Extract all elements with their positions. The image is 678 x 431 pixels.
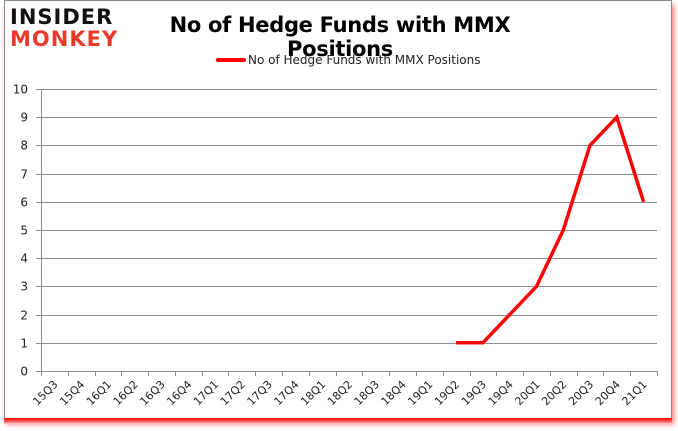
x-tick-label: 16Q3: [137, 378, 167, 408]
y-tick-label: 0: [20, 365, 28, 379]
x-tick-label: 17Q4: [271, 378, 301, 408]
x-axis: 15Q315Q416Q116Q216Q316Q417Q117Q217Q317Q4…: [30, 371, 658, 408]
x-tick-label: 20Q3: [566, 378, 596, 408]
insider-monkey-logo: INSIDER MONKEY: [10, 5, 128, 51]
x-tick-label: 19Q1: [405, 378, 435, 408]
series-line: [456, 113, 646, 345]
y-tick-label: 1: [20, 337, 28, 351]
y-tick-label: 7: [20, 168, 28, 182]
x-tick-label: 21Q1: [620, 378, 650, 408]
y-tick-label: 4: [20, 252, 28, 266]
x-tick-label: 18Q2: [325, 378, 355, 408]
y-tick-label: 5: [20, 224, 28, 238]
y-tick-label: 6: [20, 196, 28, 210]
data-series: [456, 113, 646, 345]
x-tick-label: 16Q1: [84, 378, 114, 408]
chart-legend: No of Hedge Funds with MMX Positions: [216, 53, 480, 67]
x-tick-label: 19Q4: [486, 378, 516, 408]
x-tick-label: 17Q1: [191, 378, 221, 408]
x-tick-label: 20Q2: [539, 378, 569, 408]
y-axis: 0 1 2 3 4 5 6 7 8 9 10: [13, 83, 42, 379]
y-tick-label: 8: [20, 139, 28, 153]
legend-line-swatch-icon: [216, 58, 246, 62]
x-tick-label: 20Q1: [512, 378, 542, 408]
x-tick-label: 15Q4: [57, 378, 87, 408]
x-tick-label: 19Q3: [459, 378, 489, 408]
x-tick-label: 17Q2: [218, 378, 248, 408]
logo-line-2: MONKEY: [10, 27, 119, 51]
y-tick-label: 9: [20, 111, 28, 125]
legend-label: No of Hedge Funds with MMX Positions: [248, 53, 481, 67]
y-tick-label: 3: [20, 280, 28, 294]
x-tick-label: 19Q2: [432, 378, 462, 408]
x-tick-label: 15Q3: [30, 378, 60, 408]
frame-shadow: [4, 418, 672, 424]
y-tick-label: 10: [13, 83, 28, 97]
x-tick-label: 20Q4: [593, 378, 623, 408]
x-tick-label: 16Q4: [164, 378, 194, 408]
chart-title: No of Hedge Funds with MMX Positions: [169, 13, 511, 61]
logo-line-1: INSIDER: [10, 5, 114, 29]
y-tick-label: 2: [20, 309, 28, 323]
gridlines: [36, 89, 657, 372]
x-tick-label: 18Q4: [379, 378, 409, 408]
x-tick-label: 17Q3: [245, 378, 275, 408]
x-tick-label: 18Q3: [352, 378, 382, 408]
x-tick-label: 18Q1: [298, 378, 328, 408]
x-tick-label: 16Q2: [111, 378, 141, 408]
chart-frame: [4, 0, 672, 419]
